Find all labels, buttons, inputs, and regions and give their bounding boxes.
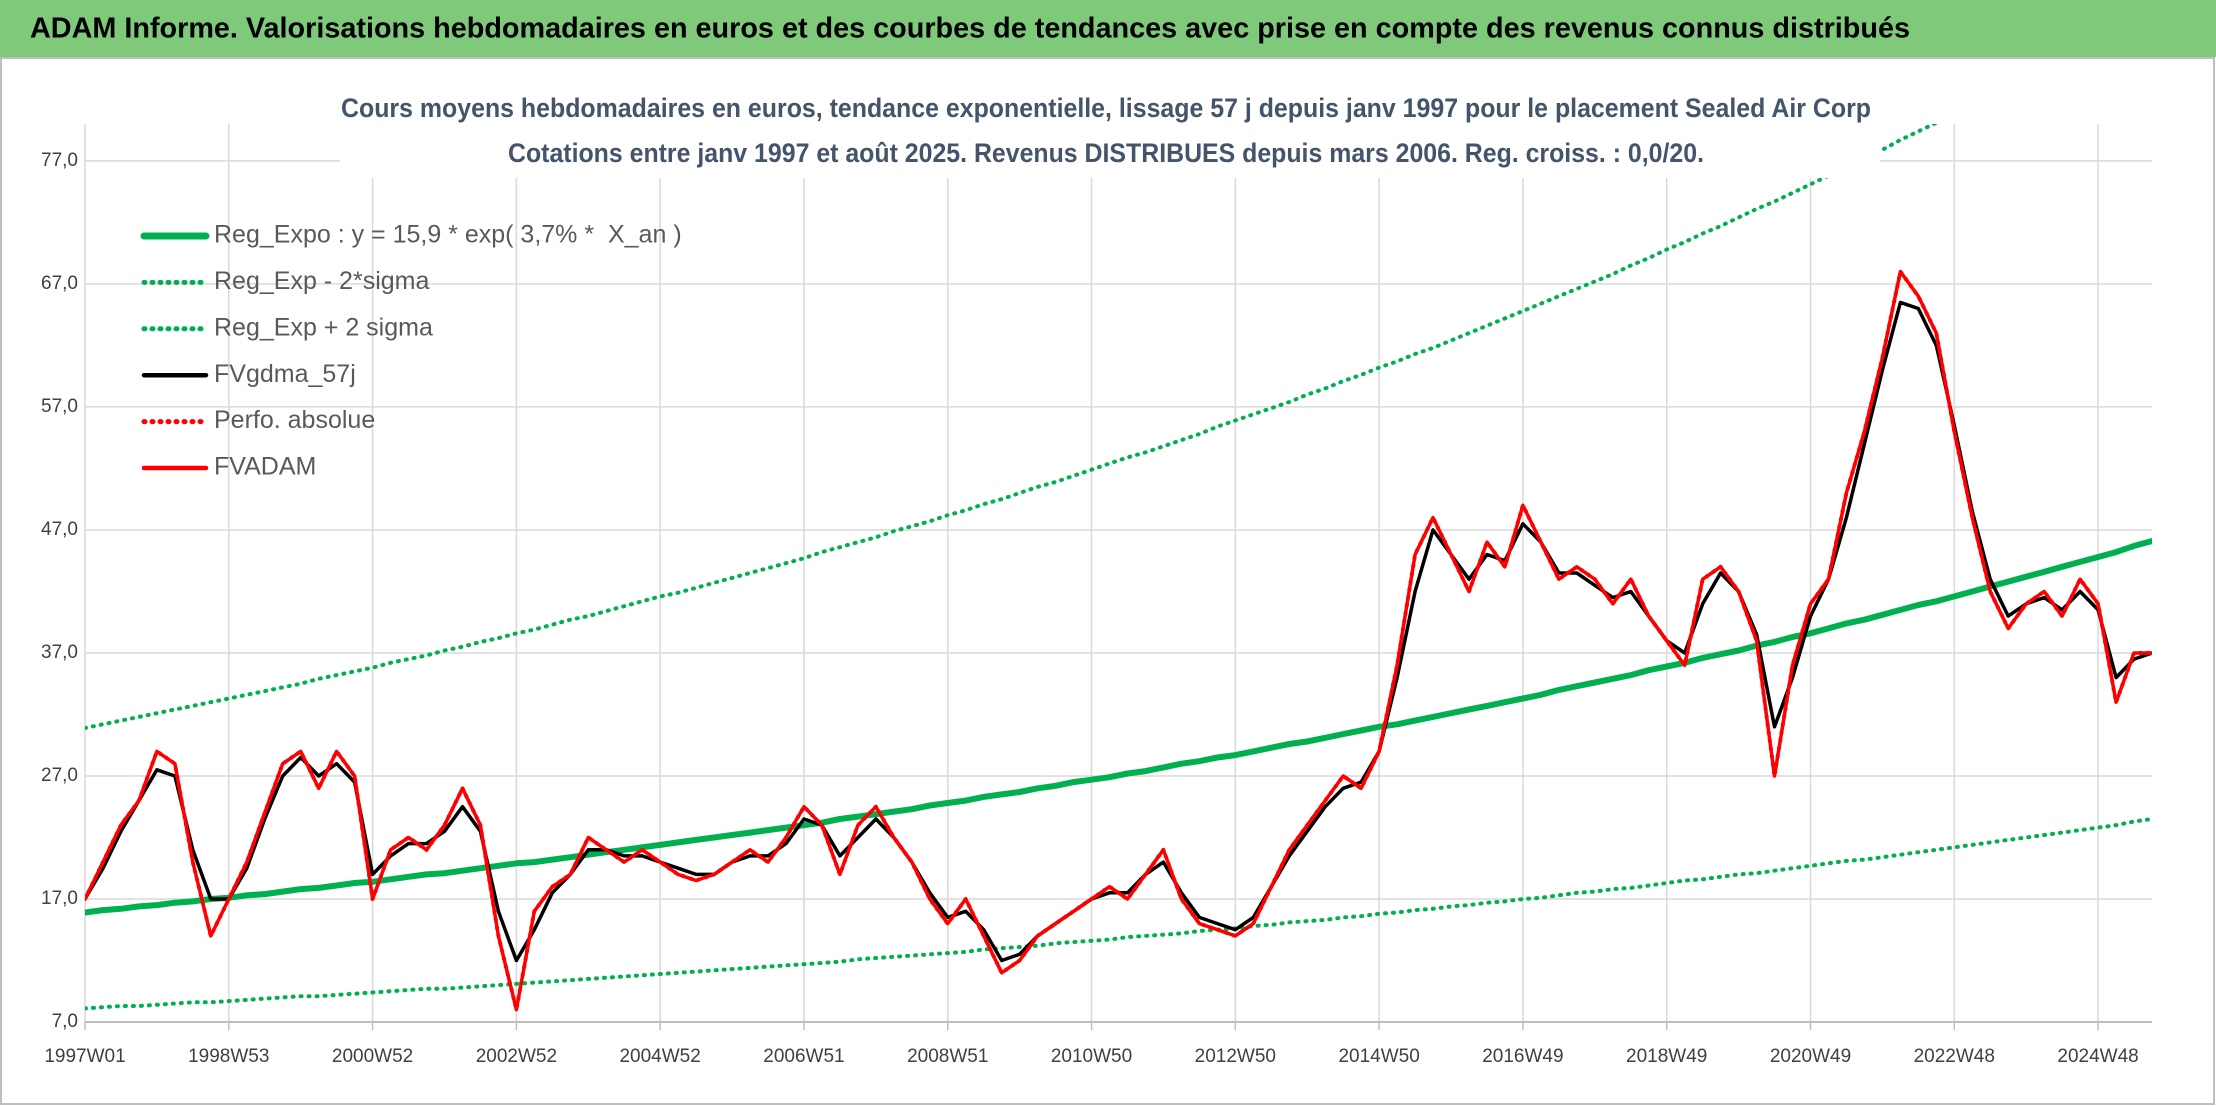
x-tick-label: 2014W50 (1338, 1046, 1419, 1067)
grid: 7,0 17,0 27,0 37,0 47,0 57,0 67,0 77,0 1997W01 19… (41, 124, 2152, 1067)
x-tick-label: 2012W50 (1195, 1046, 1276, 1067)
x-tick-label: 1997W01 (44, 1046, 125, 1067)
series-line (85, 817, 2152, 1011)
x-tick-label: 2024W48 (2057, 1046, 2138, 1067)
y-tick-label: 77,0 (41, 150, 78, 171)
series-line (85, 269, 2152, 1012)
y-tick-label: 7,0 (52, 1011, 78, 1032)
y-tick-label: 47,0 (41, 519, 78, 540)
legend-label: FVgdma_57j (214, 360, 356, 388)
header-bar (0, 0, 2216, 57)
y-tick-label: 17,0 (41, 888, 78, 909)
header-title: ADAM Informe. Valorisations hebdomadaire… (30, 13, 1910, 45)
subtitle: Cotations entre janv 1997 et août 2025. … (508, 138, 1704, 168)
legend-label: Reg_Exp + 2 sigma (214, 313, 433, 341)
chart-frame (0, 57, 2215, 1105)
x-tick-label: 2010W50 (1051, 1046, 1132, 1067)
subtitle-background (340, 90, 1880, 178)
plot-area (85, 124, 2152, 1012)
series-line (85, 124, 1939, 730)
subtitle: Cours moyens hebdomadaires en euros, ten… (341, 93, 1871, 123)
legend-label: FVADAM (214, 453, 316, 481)
legend-label: Reg_Exp - 2*sigma (214, 267, 429, 295)
x-tick-label: 2020W49 (1770, 1046, 1851, 1067)
x-tick-label: 1998W53 (188, 1046, 269, 1067)
y-tick-label: 37,0 (41, 642, 78, 663)
x-tick-label: 2016W49 (1482, 1046, 1563, 1067)
series-line (85, 538, 2152, 916)
x-tick-label: 2018W49 (1626, 1046, 1707, 1067)
y-tick-label: 27,0 (41, 765, 78, 786)
x-tick-label: 2022W48 (1914, 1046, 1995, 1067)
x-tick-label: 2008W51 (907, 1046, 988, 1067)
legend: Reg_Expo : y = 15,9 * exp( 3,7% * X_an )… (140, 221, 682, 481)
legend-label: Perfo. absolue (214, 406, 375, 434)
y-tick-label: 67,0 (41, 273, 78, 294)
x-tick-label: 2000W52 (332, 1046, 413, 1067)
x-tick-label: 2002W52 (476, 1046, 557, 1067)
x-tick-label: 2006W51 (763, 1046, 844, 1067)
x-tick-label: 2004W52 (619, 1046, 700, 1067)
y-tick-label: 57,0 (41, 396, 78, 417)
legend-label: Reg_Expo : y = 15,9 * exp( 3,7% * X_an ) (214, 221, 682, 249)
